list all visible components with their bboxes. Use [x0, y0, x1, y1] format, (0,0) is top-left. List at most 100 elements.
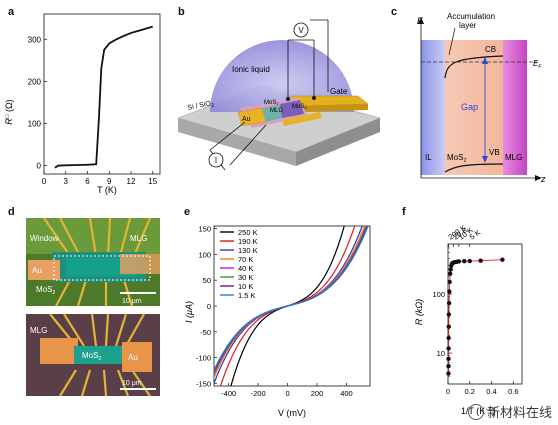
- plot-frame: [447, 243, 523, 385]
- legend-entry: 190 K: [238, 237, 258, 246]
- x-tick-label: 0.6: [508, 387, 518, 396]
- data-point: [446, 364, 451, 369]
- y-tick-label: 50: [203, 276, 211, 285]
- data-point: [446, 335, 451, 341]
- legend-entry: 250 K: [238, 228, 258, 237]
- il-region: [421, 40, 445, 175]
- panel-c: c E Accumu: [385, 0, 558, 200]
- x-tick-label: 3: [64, 177, 69, 186]
- au-label-top: Au: [32, 266, 42, 275]
- data-point: [447, 279, 452, 285]
- data-point: [446, 356, 451, 362]
- y-tick-label: 150: [198, 225, 211, 234]
- data-point: [467, 258, 472, 264]
- data-point: [446, 371, 451, 376]
- fit-line: [447, 259, 503, 374]
- mlg-label: MLG: [270, 108, 283, 114]
- mlg-region: [503, 40, 527, 175]
- data-point: [446, 346, 451, 351]
- data-point: [478, 258, 483, 263]
- accumulation-label-1: Accumulation: [447, 12, 495, 21]
- mos2-label: MoS2: [447, 153, 466, 164]
- valence-band: [444, 163, 504, 173]
- gate-label: Gate: [330, 87, 348, 96]
- scale-bar-top: 10 μm: [122, 298, 142, 305]
- y-tick-label: 300: [28, 35, 42, 44]
- legend-entry: 1.5 K: [238, 291, 256, 300]
- iv-curve: [214, 226, 369, 372]
- mos2-label-top: MoS2: [36, 285, 55, 296]
- y-tick-label: 0: [37, 162, 42, 171]
- panel-label: e: [184, 206, 191, 218]
- panel-b: b V: [170, 0, 385, 200]
- x-tick-label: 0.4: [486, 387, 496, 396]
- current-source-symbol: [208, 152, 224, 168]
- panel-e: e I (μA) V (mV) -400 -200 0 200 400 -150 -100 -…: [180, 200, 380, 425]
- data-point: [456, 259, 462, 264]
- mos2-label-bottom: MoS2: [82, 351, 101, 362]
- x-axis-label: V (mV): [278, 408, 306, 418]
- chart-e: I (μA) V (mV) -400 -200 0 200 400 -150 -100 -50…: [184, 225, 371, 418]
- y-axis-label: I (μA): [184, 301, 194, 323]
- y-tick-label: 200: [28, 77, 42, 86]
- panel-label: f: [402, 206, 406, 218]
- y-axis-label: R□ (Ω): [4, 99, 14, 124]
- data-point: [500, 257, 505, 262]
- ef-label: EF: [533, 59, 542, 70]
- x-tick-label: 0: [285, 389, 289, 398]
- au-label: Au: [242, 116, 251, 123]
- voltmeter-symbol: [293, 22, 309, 38]
- band-diagram: E Accumulation layer CB EF Gap VB IL MoS…: [417, 12, 546, 184]
- data-point: [447, 271, 453, 276]
- legend-entry: 40 K: [238, 264, 253, 273]
- voltmeter-label: V: [298, 26, 304, 35]
- y-tick-label: 100: [28, 119, 42, 128]
- ionic-liquid-dome: [210, 40, 354, 112]
- panel-a: a R□ (Ω) T (K) 0 3 6 9 12 15 0 100 200 300: [0, 0, 170, 200]
- x-tick-label: 15: [148, 177, 157, 186]
- micrographs: Window MLG Au MoS2 10 μm MLG MoS2 Au 10 …: [26, 217, 160, 397]
- data-point: [448, 267, 453, 272]
- data-point: [462, 259, 467, 264]
- legend-entry: 130 K: [238, 246, 258, 255]
- y-tick-label: 100: [432, 290, 445, 299]
- y-tick-label: 0: [207, 302, 211, 311]
- y-tick-label: 100: [198, 250, 211, 259]
- ionic-liquid-label: Ionic liquid: [232, 65, 270, 74]
- chart-a: R□ (Ω) T (K) 0 3 6 9 12 15 0 100 200 300: [4, 13, 161, 195]
- x-tick-label: 12: [127, 177, 136, 186]
- mos2-label-a: MoS2: [292, 104, 307, 110]
- current-label: I: [215, 156, 217, 165]
- device-schematic: V I Ionic liquid Gate Si / SiO2 Au MLG M…: [177, 19, 381, 171]
- il-label: IL: [425, 153, 432, 162]
- panel-d: d Window MLG Au MoS2 10 μm: [0, 200, 180, 425]
- panel-label: b: [178, 6, 185, 18]
- energy-axis-label: E: [417, 16, 424, 26]
- x-tick-label: 0: [446, 387, 450, 396]
- x-tick-label: 0.2: [465, 387, 475, 396]
- window-outline: [53, 255, 151, 281]
- watermark-text: 新材料在线: [486, 406, 552, 421]
- mlg-label-bottom: MLG: [30, 326, 47, 335]
- x-tick-label: 400: [340, 389, 353, 398]
- accumulation-label-2: layer: [459, 21, 477, 30]
- x-tick-label: -400: [221, 389, 236, 398]
- plot-frame: [43, 13, 161, 175]
- substrate-label: Si / SiO2: [187, 100, 215, 114]
- iv-curves: [214, 226, 369, 386]
- z-axis-label: z: [540, 174, 546, 184]
- legend-entry: 10 K: [238, 282, 253, 291]
- x-axis-label: T (K): [97, 185, 117, 195]
- mos2-label-b: MoS2: [264, 100, 279, 106]
- x-tick-label: 200: [311, 389, 324, 398]
- y-tick-label: -50: [200, 328, 211, 337]
- window-label: Window: [30, 234, 59, 243]
- y-tick-label: -100: [196, 354, 211, 363]
- mlg-label-top: MLG: [130, 234, 147, 243]
- x-tick-label: 6: [85, 177, 90, 186]
- x-tick-label: 0: [42, 177, 47, 186]
- legend-entry: 30 K: [238, 273, 253, 282]
- gap-label: Gap: [461, 102, 478, 112]
- vb-label: VB: [489, 148, 500, 157]
